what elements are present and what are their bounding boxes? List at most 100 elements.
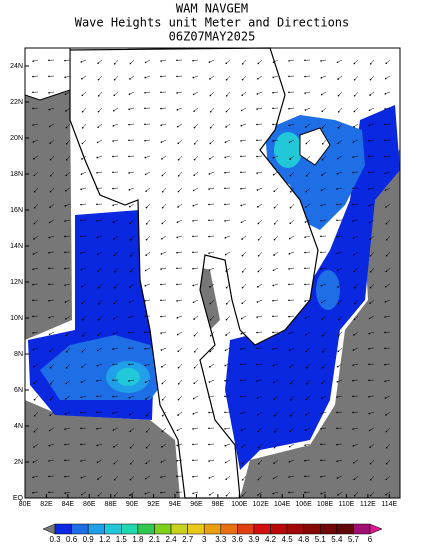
arrow-head — [304, 59, 306, 62]
arrow-head — [385, 493, 387, 496]
arrow — [49, 203, 55, 208]
arrow — [289, 59, 295, 62]
arrow-head — [128, 123, 130, 126]
colorbar-cell — [121, 523, 139, 535]
arrow — [162, 203, 167, 208]
arrow — [33, 283, 39, 285]
arrow — [178, 347, 183, 352]
arrow — [209, 475, 215, 479]
arrow-head — [352, 428, 354, 430]
arrow — [353, 235, 359, 239]
arrow-head — [65, 318, 67, 320]
arrow — [193, 91, 199, 95]
wave-area — [274, 132, 302, 168]
arrow-head — [192, 459, 194, 462]
arrow — [129, 491, 135, 496]
arrow-head — [320, 412, 323, 415]
arrow — [385, 155, 391, 157]
colorbar-cell — [303, 523, 321, 535]
arrow — [177, 315, 183, 318]
arrow-head — [256, 189, 259, 191]
arrow — [258, 427, 263, 432]
arrow-head — [288, 237, 291, 240]
arrow-head — [209, 157, 211, 160]
arrow — [50, 363, 55, 368]
arrow — [354, 267, 359, 272]
arrow-head — [384, 77, 387, 80]
arrow-head — [96, 444, 99, 447]
arrow — [194, 123, 199, 128]
arrow — [210, 315, 215, 320]
arrow — [66, 363, 71, 368]
arrow-head — [368, 171, 370, 174]
arrow-head — [48, 59, 50, 62]
arrow — [33, 475, 39, 478]
arrow-head — [256, 301, 259, 303]
arrow — [130, 59, 135, 64]
arrow-head — [257, 286, 259, 288]
arrow — [386, 251, 391, 256]
arrow-head — [272, 492, 275, 495]
arrow — [65, 491, 71, 494]
arrow — [337, 235, 343, 237]
arrow-head — [241, 478, 244, 481]
arrow — [209, 379, 215, 383]
arrow-head — [144, 156, 147, 159]
arrow — [290, 187, 295, 192]
arrow-head — [240, 187, 242, 190]
arrow-head — [352, 203, 354, 206]
x-tick-label: 92E — [147, 501, 160, 508]
arrow — [194, 139, 199, 144]
arrow-head — [240, 363, 242, 366]
arrow-head — [384, 139, 386, 142]
arrow-head — [257, 77, 259, 80]
arrow-head — [368, 155, 370, 158]
arrow — [49, 91, 55, 94]
arrow — [289, 155, 295, 160]
arrow-head — [336, 443, 338, 446]
arrow-head — [353, 253, 355, 256]
arrow — [369, 219, 375, 223]
arrow — [177, 123, 183, 127]
arrow — [50, 379, 55, 384]
arrow-head — [32, 365, 35, 368]
arrow — [305, 251, 311, 253]
arrow — [290, 411, 295, 416]
arrow-head — [224, 428, 226, 430]
arrow-head — [48, 429, 51, 432]
arrow — [65, 75, 71, 78]
arrow — [81, 459, 87, 462]
arrow — [258, 443, 263, 448]
arrow-head — [177, 190, 180, 193]
arrow — [241, 235, 247, 240]
arrow-head — [353, 270, 356, 273]
arrow-head — [145, 446, 148, 449]
arrow-head — [369, 446, 371, 448]
arrow-head — [368, 139, 370, 142]
arrow — [274, 235, 279, 240]
arrow — [161, 235, 167, 239]
arrow — [33, 267, 39, 270]
arrow-head — [337, 94, 340, 97]
arrow-head — [160, 461, 163, 463]
arrow-head — [112, 221, 115, 223]
arrow — [305, 219, 311, 223]
arrow-head — [32, 124, 34, 126]
arrow — [210, 91, 215, 96]
arrow-head — [369, 478, 372, 481]
arrow — [290, 395, 295, 400]
arrow-head — [32, 268, 34, 271]
colorbar-cell — [320, 523, 338, 535]
arrow-head — [288, 268, 290, 270]
arrow — [145, 299, 151, 302]
arrow — [210, 123, 215, 128]
arrow-head — [384, 301, 387, 303]
arrow-head — [273, 446, 276, 449]
arrow — [322, 123, 327, 128]
arrow — [385, 187, 391, 191]
arrow — [33, 347, 39, 351]
arrow-head — [336, 219, 338, 222]
arrow — [354, 283, 359, 288]
arrow-head — [96, 427, 98, 430]
arrow — [353, 379, 359, 381]
